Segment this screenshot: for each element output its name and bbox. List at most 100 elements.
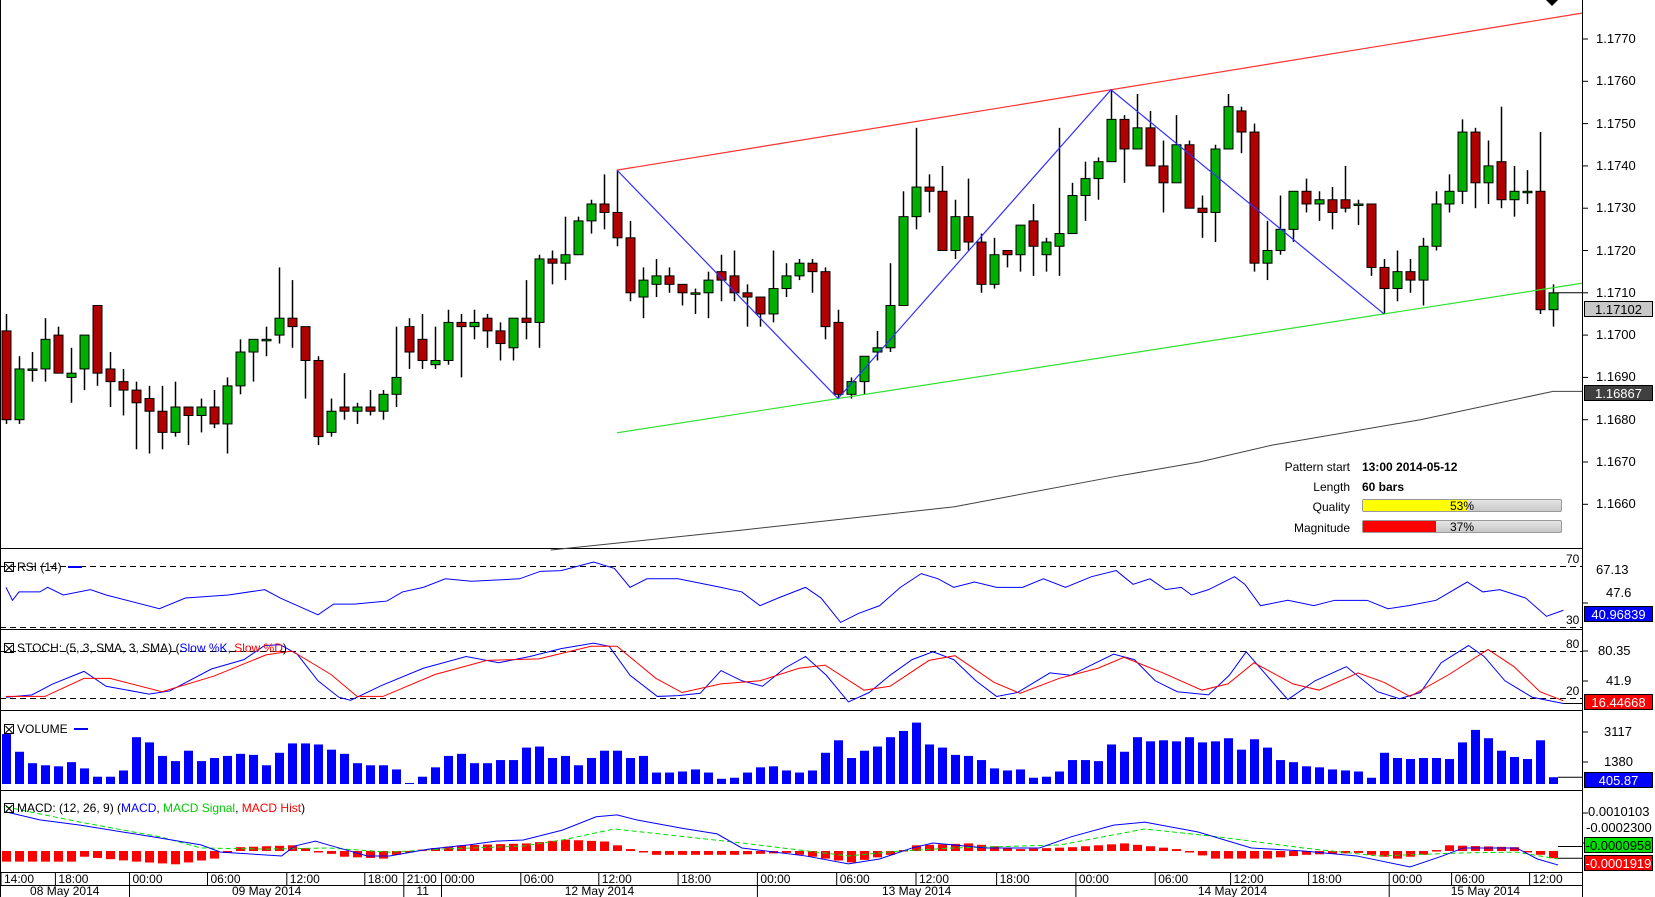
candle-up[interactable] [1509,190,1520,201]
macd-hist-bar[interactable] [1250,851,1259,859]
volume-bar[interactable] [1055,771,1064,784]
candle-up[interactable] [1080,178,1091,197]
candle-down[interactable] [1249,131,1260,264]
candle-down[interactable] [495,330,506,345]
macd-hist-bar[interactable] [1354,851,1363,853]
volume-bar[interactable] [730,777,739,784]
macd-hist-bar[interactable] [1146,846,1155,851]
volume-bar[interactable] [626,757,635,784]
volume-bar[interactable] [977,760,986,784]
candle-down[interactable] [625,237,636,294]
candle-down[interactable] [404,326,415,353]
volume-bar[interactable] [262,765,271,784]
volume-bar[interactable] [145,742,154,784]
candle-up[interactable] [1015,224,1026,256]
candle-down[interactable] [612,211,623,239]
macd-hist-bar[interactable] [2,851,11,862]
macd-hist-bar[interactable] [1055,847,1064,851]
macd-hist-bar[interactable] [1536,851,1545,855]
macd-hist-bar[interactable] [197,851,206,861]
candle-up[interactable] [1418,245,1429,281]
candle-down[interactable] [1470,131,1481,184]
volume-bar[interactable] [483,763,492,784]
candle-down[interactable] [716,271,727,281]
candle-down[interactable] [1002,250,1013,256]
volume-bar[interactable] [821,752,830,784]
candle-down[interactable] [1119,118,1130,150]
macd-hist-bar[interactable] [132,851,141,862]
macd-hist-bar[interactable] [1068,847,1077,851]
candle-up[interactable] [235,351,246,387]
candle-down[interactable] [118,381,129,391]
candle-down[interactable] [105,368,116,383]
candle-up[interactable] [469,321,480,328]
macd-hist-bar[interactable] [67,851,76,862]
volume-bar[interactable] [639,755,648,784]
macd-hist-bar[interactable] [1198,851,1207,856]
volume-bar[interactable] [769,766,778,784]
volume-bar[interactable] [1016,769,1025,784]
macd-hist-bar[interactable] [15,851,24,862]
macd-hist-bar[interactable] [496,844,505,851]
volume-bar[interactable] [1536,740,1545,784]
candle-up[interactable] [508,317,519,349]
volume-bar[interactable] [1081,760,1090,784]
candle-down[interactable] [1145,127,1156,167]
macd-hist-bar[interactable] [652,851,661,855]
volume-bar[interactable] [15,751,24,784]
candle-up[interactable] [560,254,571,264]
volume-bar[interactable] [1029,777,1038,784]
candle-down[interactable] [1327,199,1338,213]
candle-down[interactable] [1301,190,1312,205]
macd-hist-bar[interactable] [1484,846,1493,851]
macd-hist-bar[interactable] [1042,848,1051,851]
candle-down[interactable] [482,317,493,332]
macd-hist-bar[interactable] [1159,847,1168,851]
volume-bar[interactable] [912,722,921,784]
volume-bar[interactable] [353,763,362,784]
volume-bar[interactable] [405,782,414,784]
volume-bar[interactable] [1042,776,1051,784]
macd-hist-bar[interactable] [925,844,934,851]
volume-bar[interactable] [1211,741,1220,784]
macd-hist-bar[interactable] [379,851,388,859]
volume-bar[interactable] [41,765,50,784]
candle-down[interactable] [755,296,766,315]
close-panel-icon[interactable] [4,562,14,572]
volume-bar[interactable] [795,772,804,784]
candle-up[interactable] [1275,228,1286,252]
candle-up[interactable] [27,368,38,371]
volume-bar[interactable] [1133,737,1142,784]
volume-bar[interactable] [392,769,401,784]
macd-hist-bar[interactable] [392,851,401,855]
candle-up[interactable] [690,292,701,295]
macd-hist-bar[interactable] [1471,846,1480,851]
volume-bar[interactable] [1185,737,1194,784]
macd-hist-bar[interactable] [171,851,180,865]
volume-bar[interactable] [899,730,908,784]
macd-hist-bar[interactable] [1497,846,1506,851]
volume-bar[interactable] [951,754,960,784]
macd-hist-bar[interactable] [847,851,856,863]
volume-bar[interactable] [990,768,999,784]
macd-hist-bar[interactable] [119,851,128,861]
candle-up[interactable] [326,410,337,433]
candle-up[interactable] [1314,199,1325,205]
volume-bar[interactable] [275,752,284,784]
volume-bar[interactable] [379,765,388,784]
candle-down[interactable] [599,203,610,213]
candle-down[interactable] [963,216,974,243]
volume-bar[interactable] [860,750,869,784]
volume-bar[interactable] [418,776,427,784]
macd-hist-bar[interactable] [28,851,37,862]
candle-up[interactable] [781,275,792,290]
macd-hist-bar[interactable] [1224,851,1233,859]
volume-bar[interactable] [1263,747,1272,784]
candle-up[interactable] [1106,118,1117,163]
candle-down[interactable] [807,262,818,273]
macd-hist-bar[interactable] [951,843,960,851]
macd-hist-bar[interactable] [1549,851,1558,859]
volume-bar[interactable] [1523,759,1532,784]
macd-hist-bar[interactable] [522,843,531,851]
candle-up[interactable] [170,406,181,433]
